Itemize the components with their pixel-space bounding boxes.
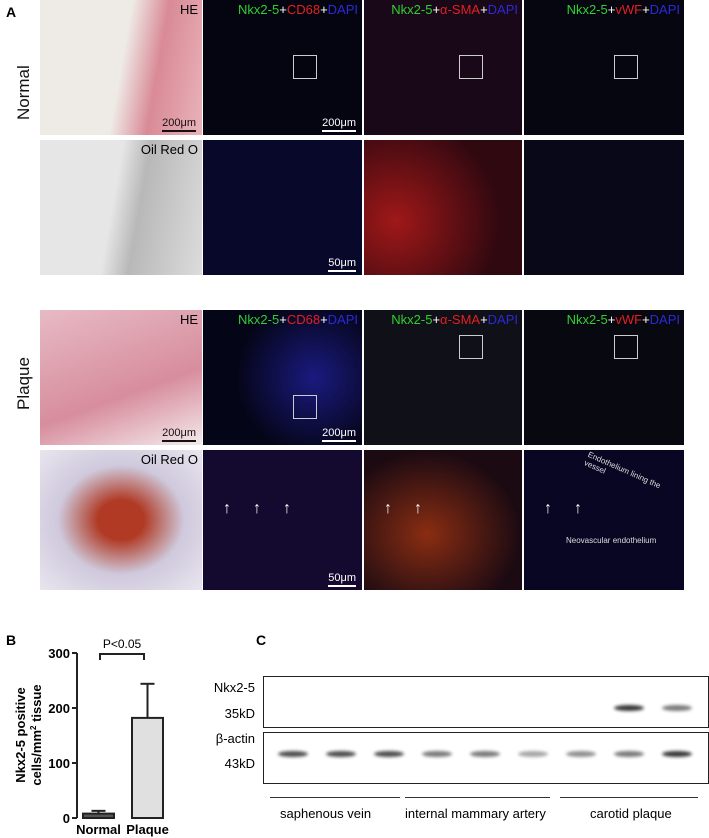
- micrograph-r2-c3: [364, 140, 522, 275]
- blot-band: [614, 705, 644, 711]
- blot-beta-actin: [263, 732, 709, 784]
- micrograph-r2-c2: 50μm: [203, 140, 362, 275]
- scale-bar: 50μm: [328, 257, 356, 272]
- row-label-plaque: Plaque: [14, 357, 33, 410]
- significance-label: P<0.05: [103, 637, 142, 651]
- micrograph-r1-c2: Nkx2-5+CD68+DAPI 200μm: [203, 0, 362, 135]
- stain-title: Nkx2-5+vWF+DAPI: [566, 312, 680, 327]
- actin-size: 43kD: [224, 756, 255, 771]
- arrow-icon: ↑: [574, 500, 582, 517]
- blot-band: [326, 751, 356, 757]
- bar-chart: 0 100 200 300 Normal Plaque P<0.05 Nkx2-5 posit…: [13, 637, 169, 837]
- micrograph-r1-c4: Nkx2-5+vWF+DAPI: [524, 0, 684, 135]
- scale-bar: 200μm: [162, 427, 196, 442]
- arrow-icon: ↑: [223, 500, 231, 517]
- blot-band: [614, 751, 644, 757]
- stain-title: Oil Red O: [140, 142, 198, 157]
- arrow-icon: ↑: [544, 500, 552, 517]
- y-axis-label: Nkx2-5 positivecells/mm2 tissue: [13, 684, 44, 785]
- blot-band: [422, 751, 452, 757]
- micrograph-r1-c1: HE 200μm: [40, 0, 202, 135]
- panel-b-label: B: [6, 632, 17, 648]
- arrow-icon: ↑: [283, 500, 291, 517]
- blot-nkx2-5: [263, 676, 709, 728]
- panel-a-label: A: [6, 4, 17, 20]
- x-tick-label: Plaque: [126, 822, 169, 837]
- actin-label: β-actin: [215, 731, 255, 746]
- stain-title: Nkx2-5+CD68+DAPI: [238, 312, 358, 327]
- panel-c-label: C: [256, 632, 267, 648]
- blot-band: [470, 751, 500, 757]
- arrow-icon: ↑: [384, 500, 392, 517]
- micrograph-r3-c4: Nkx2-5+vWF+DAPI: [524, 310, 684, 445]
- scale-bar: 200μm: [322, 117, 356, 132]
- bar-plaque: [131, 716, 164, 819]
- micrograph-r4-c2: 50μm ↑ ↑ ↑: [203, 450, 362, 590]
- stain-title: Oil Red O: [140, 452, 198, 467]
- micrograph-r3-c1: HE 200μm: [40, 310, 202, 445]
- lane-group-plaque: carotid plaque: [590, 806, 672, 821]
- stain-title: Nkx2-5+α-SMA+DAPI: [391, 312, 518, 327]
- blot-band: [374, 751, 404, 757]
- stain-title: Nkx2-5+vWF+DAPI: [566, 2, 680, 17]
- micrograph-r4-c3: ↑ ↑: [364, 450, 522, 590]
- micrograph-r3-c3: Nkx2-5+α-SMA+DAPI: [364, 310, 522, 445]
- micrograph-r3-c2: Nkx2-5+CD68+DAPI 200μm: [203, 310, 362, 445]
- stain-title: HE: [179, 312, 198, 327]
- stain-title: Nkx2-5+CD68+DAPI: [238, 2, 358, 17]
- stain-title: HE: [179, 2, 198, 17]
- y-tick-label: 300: [48, 646, 70, 661]
- stain-title: Nkx2-5+α-SMA+DAPI: [391, 2, 518, 17]
- bar-normal: [82, 812, 115, 820]
- lane-group-saphenous: saphenous vein: [280, 806, 372, 821]
- blot-band: [662, 705, 692, 711]
- blot-band: [566, 751, 596, 757]
- micrograph-r2-c4: [524, 140, 684, 275]
- significance-bracket: [99, 653, 145, 660]
- scale-bar: 200μm: [162, 117, 196, 132]
- blot-band: [278, 751, 308, 757]
- micrograph-r4-c1: Oil Red O: [40, 450, 202, 590]
- nkx-label: Nkx2-5: [213, 680, 255, 695]
- lane-group-ima: internal mammary artery: [405, 806, 546, 821]
- blot-band: [518, 751, 548, 757]
- x-tick-label: Normal: [76, 822, 121, 837]
- row-label-normal: Normal: [14, 65, 33, 120]
- y-tick-label: 0: [63, 811, 70, 826]
- blot-band: [662, 751, 692, 757]
- y-tick-label: 100: [48, 756, 70, 771]
- arrow-icon: ↑: [253, 500, 261, 517]
- micrograph-r4-c4: Endothelium lining the vessel Neovascular…: [524, 450, 684, 590]
- micrograph-r1-c3: Nkx2-5+α-SMA+DAPI: [364, 0, 522, 135]
- y-tick-label: 200: [48, 701, 70, 716]
- micrograph-r2-c1: Oil Red O: [40, 140, 202, 275]
- nkx-size: 35kD: [224, 706, 255, 721]
- scale-bar: 50μm: [328, 572, 356, 587]
- arrow-icon: ↑: [414, 500, 422, 517]
- scale-bar: 200μm: [322, 427, 356, 442]
